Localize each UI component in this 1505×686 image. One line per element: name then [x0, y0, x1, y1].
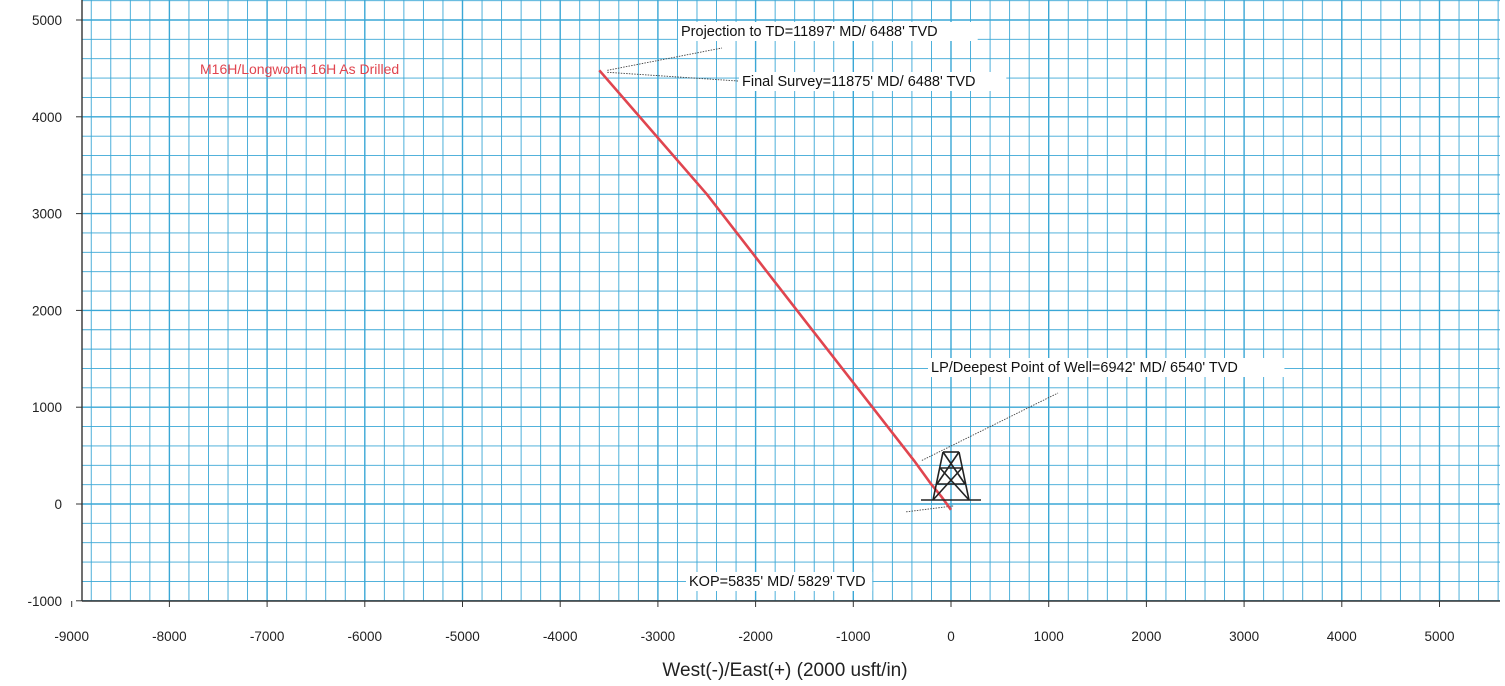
annotation-bg [739, 72, 1007, 91]
leader-line [921, 392, 1059, 461]
x-tick-label: -6000 [348, 629, 383, 644]
leader-line [607, 71, 739, 82]
annotation-bg [686, 572, 873, 591]
x-tick-label: -2000 [738, 629, 773, 644]
y-tick-label: 3000 [32, 207, 62, 222]
annotation-label: Projection to TD=11897' MD/ 6488' TVD [681, 24, 938, 40]
drilling-rig-icon [921, 451, 981, 501]
x-tick-label: -3000 [641, 629, 676, 644]
x-tick-label: 0 [947, 629, 955, 644]
y-tick-label: 4000 [32, 110, 62, 125]
annotations: Projection to TD=11897' MD/ 6488' TVD Fin… [678, 22, 1285, 591]
annotation-label: Final Survey=11875' MD/ 6488' TVD [742, 74, 976, 90]
axes [81, 0, 1500, 602]
rig-strut [936, 451, 960, 485]
rig-strut [932, 467, 963, 501]
annotation-bg [678, 22, 978, 41]
series-label: M16H/Longworth 16H As Drilled [200, 61, 399, 77]
y-tick-label: 1000 [32, 400, 62, 415]
y-tick-label: 5000 [32, 13, 62, 28]
leader-line [607, 47, 723, 71]
x-tick-label: -8000 [152, 629, 187, 644]
x-tick-label: -1000 [836, 629, 871, 644]
y-tick-label: 2000 [32, 303, 62, 318]
rig-strut [939, 467, 970, 501]
y-tick-label: 0 [54, 497, 62, 512]
annotation-label: KOP=5835' MD/ 5829' TVD [689, 574, 866, 590]
x-tick-label: -5000 [445, 629, 480, 644]
series-layer: M16H/Longworth 16H As Drilled [200, 61, 953, 511]
rig-strut [932, 451, 944, 501]
x-tick-label: 2000 [1131, 629, 1161, 644]
x-tick-label: -9000 [54, 629, 89, 644]
x-tick-label: -4000 [543, 629, 578, 644]
rig-strut [942, 451, 966, 485]
well-path-line [598, 69, 953, 511]
tick-labels: -9000 -8000 -7000 -6000 -5000 -4000 -3000 -2000… [27, 13, 1454, 644]
x-tick-label: 4000 [1327, 629, 1357, 644]
annotation-leaders [607, 47, 1059, 513]
annotation-label: LP/Deepest Point of Well=6942' MD/ 6540'… [931, 360, 1238, 376]
x-tick-label: -7000 [250, 629, 285, 644]
rig-strut [958, 451, 970, 501]
x-tick-label: 3000 [1229, 629, 1259, 644]
x-tick-label: 1000 [1034, 629, 1064, 644]
x-tick-label: 5000 [1424, 629, 1454, 644]
annotation-bg [928, 358, 1285, 377]
y-tick-label: -1000 [27, 594, 62, 609]
x-axis-title: West(-)/East(+) (2000 usft/in) [662, 660, 907, 681]
